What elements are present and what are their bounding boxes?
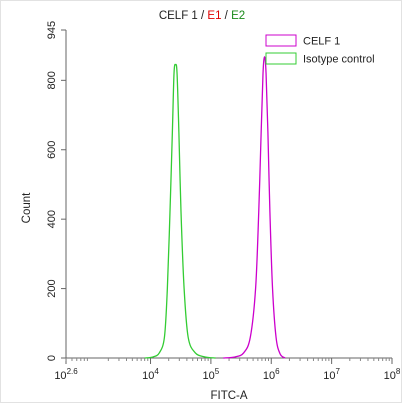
series-line-0 [223, 56, 286, 359]
x-tick-label: 106 [263, 367, 280, 382]
x-tick-exponent: 7 [336, 367, 341, 376]
x-tick-exponent: 5 [215, 367, 220, 376]
x-tick-exponent: 6 [275, 367, 280, 376]
x-tick-label: 105 [203, 367, 220, 382]
x-tick-label: 107 [323, 367, 340, 382]
chart-title-part-3: E2 [231, 10, 245, 22]
chart-title-part-1: E1 [207, 10, 221, 22]
x-tick-label: 104 [142, 367, 159, 382]
y-tick-label: 600 [46, 141, 58, 159]
x-tick-base: 10 [263, 370, 275, 382]
x-tick-base: 10 [142, 370, 154, 382]
x-tick-exponent: 8 [396, 367, 401, 376]
legend-swatch-1 [265, 52, 297, 65]
legend-swatch-0 [265, 34, 297, 47]
x-tick-base: 10 [323, 370, 335, 382]
x-tick-label: 102.6 [54, 367, 78, 382]
legend-label-0: CELF 1 [303, 36, 340, 48]
chart-title-part-0: CELF 1 / [159, 10, 208, 22]
x-axis-label: FITC-A [210, 390, 247, 402]
x-tick-label: 108 [384, 367, 401, 382]
legend-label-1: Isotype control [303, 54, 375, 66]
x-tick-base: 10 [203, 370, 215, 382]
y-tick-label: 800 [46, 71, 58, 89]
x-tick-base: 10 [54, 370, 66, 382]
x-axis-minor-ticks [65, 358, 390, 361]
chart-title-part-2: / [221, 10, 231, 22]
y-tick-label: 945 [46, 21, 58, 39]
series-lines [144, 56, 286, 359]
x-tick-base: 10 [384, 370, 396, 382]
y-tick-label: 400 [46, 210, 58, 228]
y-axis-label: Count [21, 192, 33, 223]
x-tick-exponent: 2.6 [67, 367, 79, 376]
y-axis-ticks: 0 200 400 600 800 945 [46, 21, 66, 361]
series-line-1 [144, 63, 216, 359]
legend: CELF 1 Isotype control [265, 34, 375, 66]
chart-title: CELF 1 / E1 / E2 [159, 10, 245, 22]
y-tick-label: 200 [46, 279, 58, 297]
y-tick-label: 0 [46, 355, 58, 361]
x-axis-ticks: 102.6 104 105 106 107 108 [54, 358, 401, 382]
x-tick-exponent: 4 [154, 367, 159, 376]
